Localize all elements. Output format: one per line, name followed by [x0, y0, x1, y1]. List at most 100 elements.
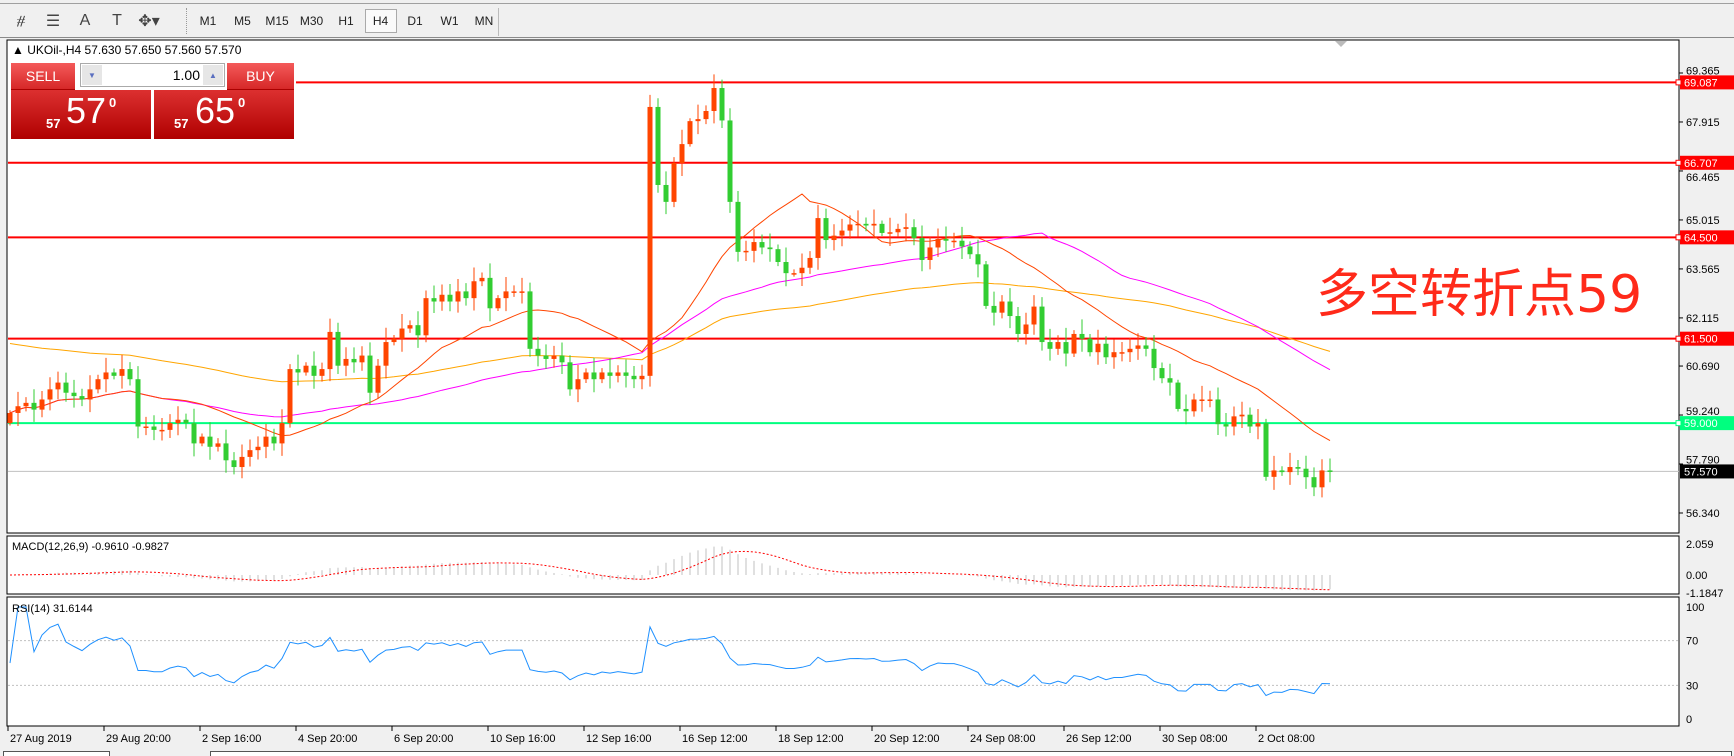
macd-panel[interactable]	[6, 535, 1680, 595]
candle-body	[687, 121, 693, 145]
buy-button[interactable]: BUY	[227, 63, 294, 90]
chart-tab[interactable]	[210, 751, 1732, 756]
sell-button[interactable]: SELL	[11, 63, 75, 90]
candle-body	[255, 446, 261, 451]
chart-window[interactable]: ▲ UKOil-,H4 57.630 57.650 57.560 57.570 …	[0, 38, 1734, 751]
time-axis-label: 27 Aug 2019	[10, 733, 72, 745]
text-tool-icon[interactable]: A	[79, 12, 91, 29]
candle-body	[975, 254, 981, 265]
candle-body	[455, 291, 461, 302]
candle-body	[647, 106, 653, 376]
candle-body	[503, 291, 509, 299]
rsi-axis-label: 0	[1686, 714, 1692, 726]
price-tag	[1680, 230, 1734, 245]
volume-input[interactable]	[105, 65, 202, 84]
volume-decrease-icon[interactable]: ▼	[82, 65, 102, 85]
price-tag	[1680, 155, 1734, 170]
candle-body	[695, 119, 701, 122]
candle-body	[1239, 414, 1245, 417]
level-handle[interactable]	[1675, 335, 1682, 342]
buy-price-sup: 0	[238, 95, 246, 110]
candle-body	[55, 382, 61, 390]
candle-body	[919, 238, 925, 260]
candle-body	[319, 369, 325, 376]
elliott-tools-icon[interactable]: ⧣	[16, 12, 26, 29]
level-handle[interactable]	[1675, 234, 1682, 241]
candle-body	[7, 412, 13, 424]
candle-body	[175, 419, 181, 424]
ma-fast-line	[9, 193, 1331, 442]
time-axis-label: 2 Sep 16:00	[202, 733, 261, 745]
timeframe-m15[interactable]: M15	[265, 14, 289, 28]
candle-body	[527, 291, 533, 349]
level-handle[interactable]	[1675, 420, 1682, 427]
candle-body	[839, 230, 845, 236]
candle-body	[1223, 424, 1229, 427]
candle-body	[111, 372, 117, 376]
time-axis-label: 20 Sep 12:00	[874, 733, 939, 745]
sell-price-box[interactable]: 57 57 0	[11, 90, 151, 139]
timeframe-h1[interactable]: H1	[338, 14, 354, 28]
level-handle[interactable]	[1675, 79, 1682, 86]
candle-body	[615, 372, 621, 376]
timeframe-m1[interactable]: M1	[199, 14, 217, 28]
candle-body	[159, 429, 165, 432]
fibonacci-tools-icon[interactable]: ☰	[45, 13, 61, 30]
price-tag-label: 69.087	[1684, 77, 1718, 89]
candle-body	[727, 120, 733, 202]
buy-price-box[interactable]: 57 65 0	[154, 90, 294, 139]
level-handle[interactable]	[1675, 159, 1682, 166]
candle-body	[239, 456, 245, 468]
rsi-label: RSI(14) 31.6144	[12, 603, 93, 615]
arrows-tool-icon[interactable]: ✥▾	[138, 13, 160, 30]
timeframe-mn[interactable]: MN	[474, 14, 494, 28]
candle-body	[879, 223, 885, 233]
price-tag	[1680, 75, 1734, 90]
timeframe-m30[interactable]: M30	[299, 14, 324, 28]
candle-body	[399, 328, 405, 339]
candle-body	[943, 239, 949, 241]
volume-increase-icon[interactable]: ▲	[203, 65, 223, 85]
time-axis-label: 30 Sep 08:00	[1162, 733, 1227, 745]
timeframe-m5[interactable]: M5	[234, 14, 251, 28]
ma-mid-line	[9, 232, 1331, 418]
chart-tab[interactable]	[3, 751, 110, 756]
candle-body	[567, 362, 573, 390]
candle-body	[1143, 345, 1149, 349]
candle-body	[391, 338, 397, 343]
candle-body	[535, 348, 541, 356]
candle-body	[1287, 467, 1293, 473]
toolbar-separator	[186, 8, 189, 34]
text-label-tool-icon[interactable]: T	[112, 12, 122, 29]
macd-axis-label: 0.00	[1686, 570, 1707, 582]
candle-body	[935, 239, 941, 248]
price-axis-label: 63.565	[1686, 264, 1720, 276]
timeframe-w1[interactable]: W1	[440, 14, 459, 28]
candle-body	[487, 277, 493, 309]
candle-body	[511, 291, 517, 293]
timeframe-h4[interactable]: H4	[364, 9, 397, 33]
candle-body	[287, 369, 293, 424]
candle-body	[1031, 306, 1037, 325]
candle-body	[759, 242, 765, 248]
candle-body	[847, 224, 853, 231]
macd-axis-label: -1.1847	[1686, 588, 1723, 600]
chart-tabs	[0, 751, 1734, 756]
candle-body	[471, 281, 477, 299]
rsi-panel[interactable]	[6, 596, 1680, 727]
price-tag-label: 59.000	[1684, 418, 1718, 430]
candle-body	[967, 246, 973, 255]
candle-body	[1271, 470, 1277, 477]
timeframe-d1[interactable]: D1	[407, 14, 423, 28]
candle-body	[1039, 306, 1045, 343]
candle-body	[607, 372, 613, 376]
annotation-text[interactable]: 多空转折点59	[1316, 265, 1642, 325]
candle-body	[23, 402, 29, 407]
time-axis-label: 6 Sep 20:00	[394, 733, 453, 745]
time-axis-label: 16 Sep 12:00	[682, 733, 747, 745]
candle-body	[575, 379, 581, 390]
candle-body	[1311, 477, 1317, 488]
candle-body	[183, 419, 189, 424]
chart-shift-marker-icon[interactable]	[1335, 41, 1347, 47]
candle-body	[1079, 333, 1085, 339]
